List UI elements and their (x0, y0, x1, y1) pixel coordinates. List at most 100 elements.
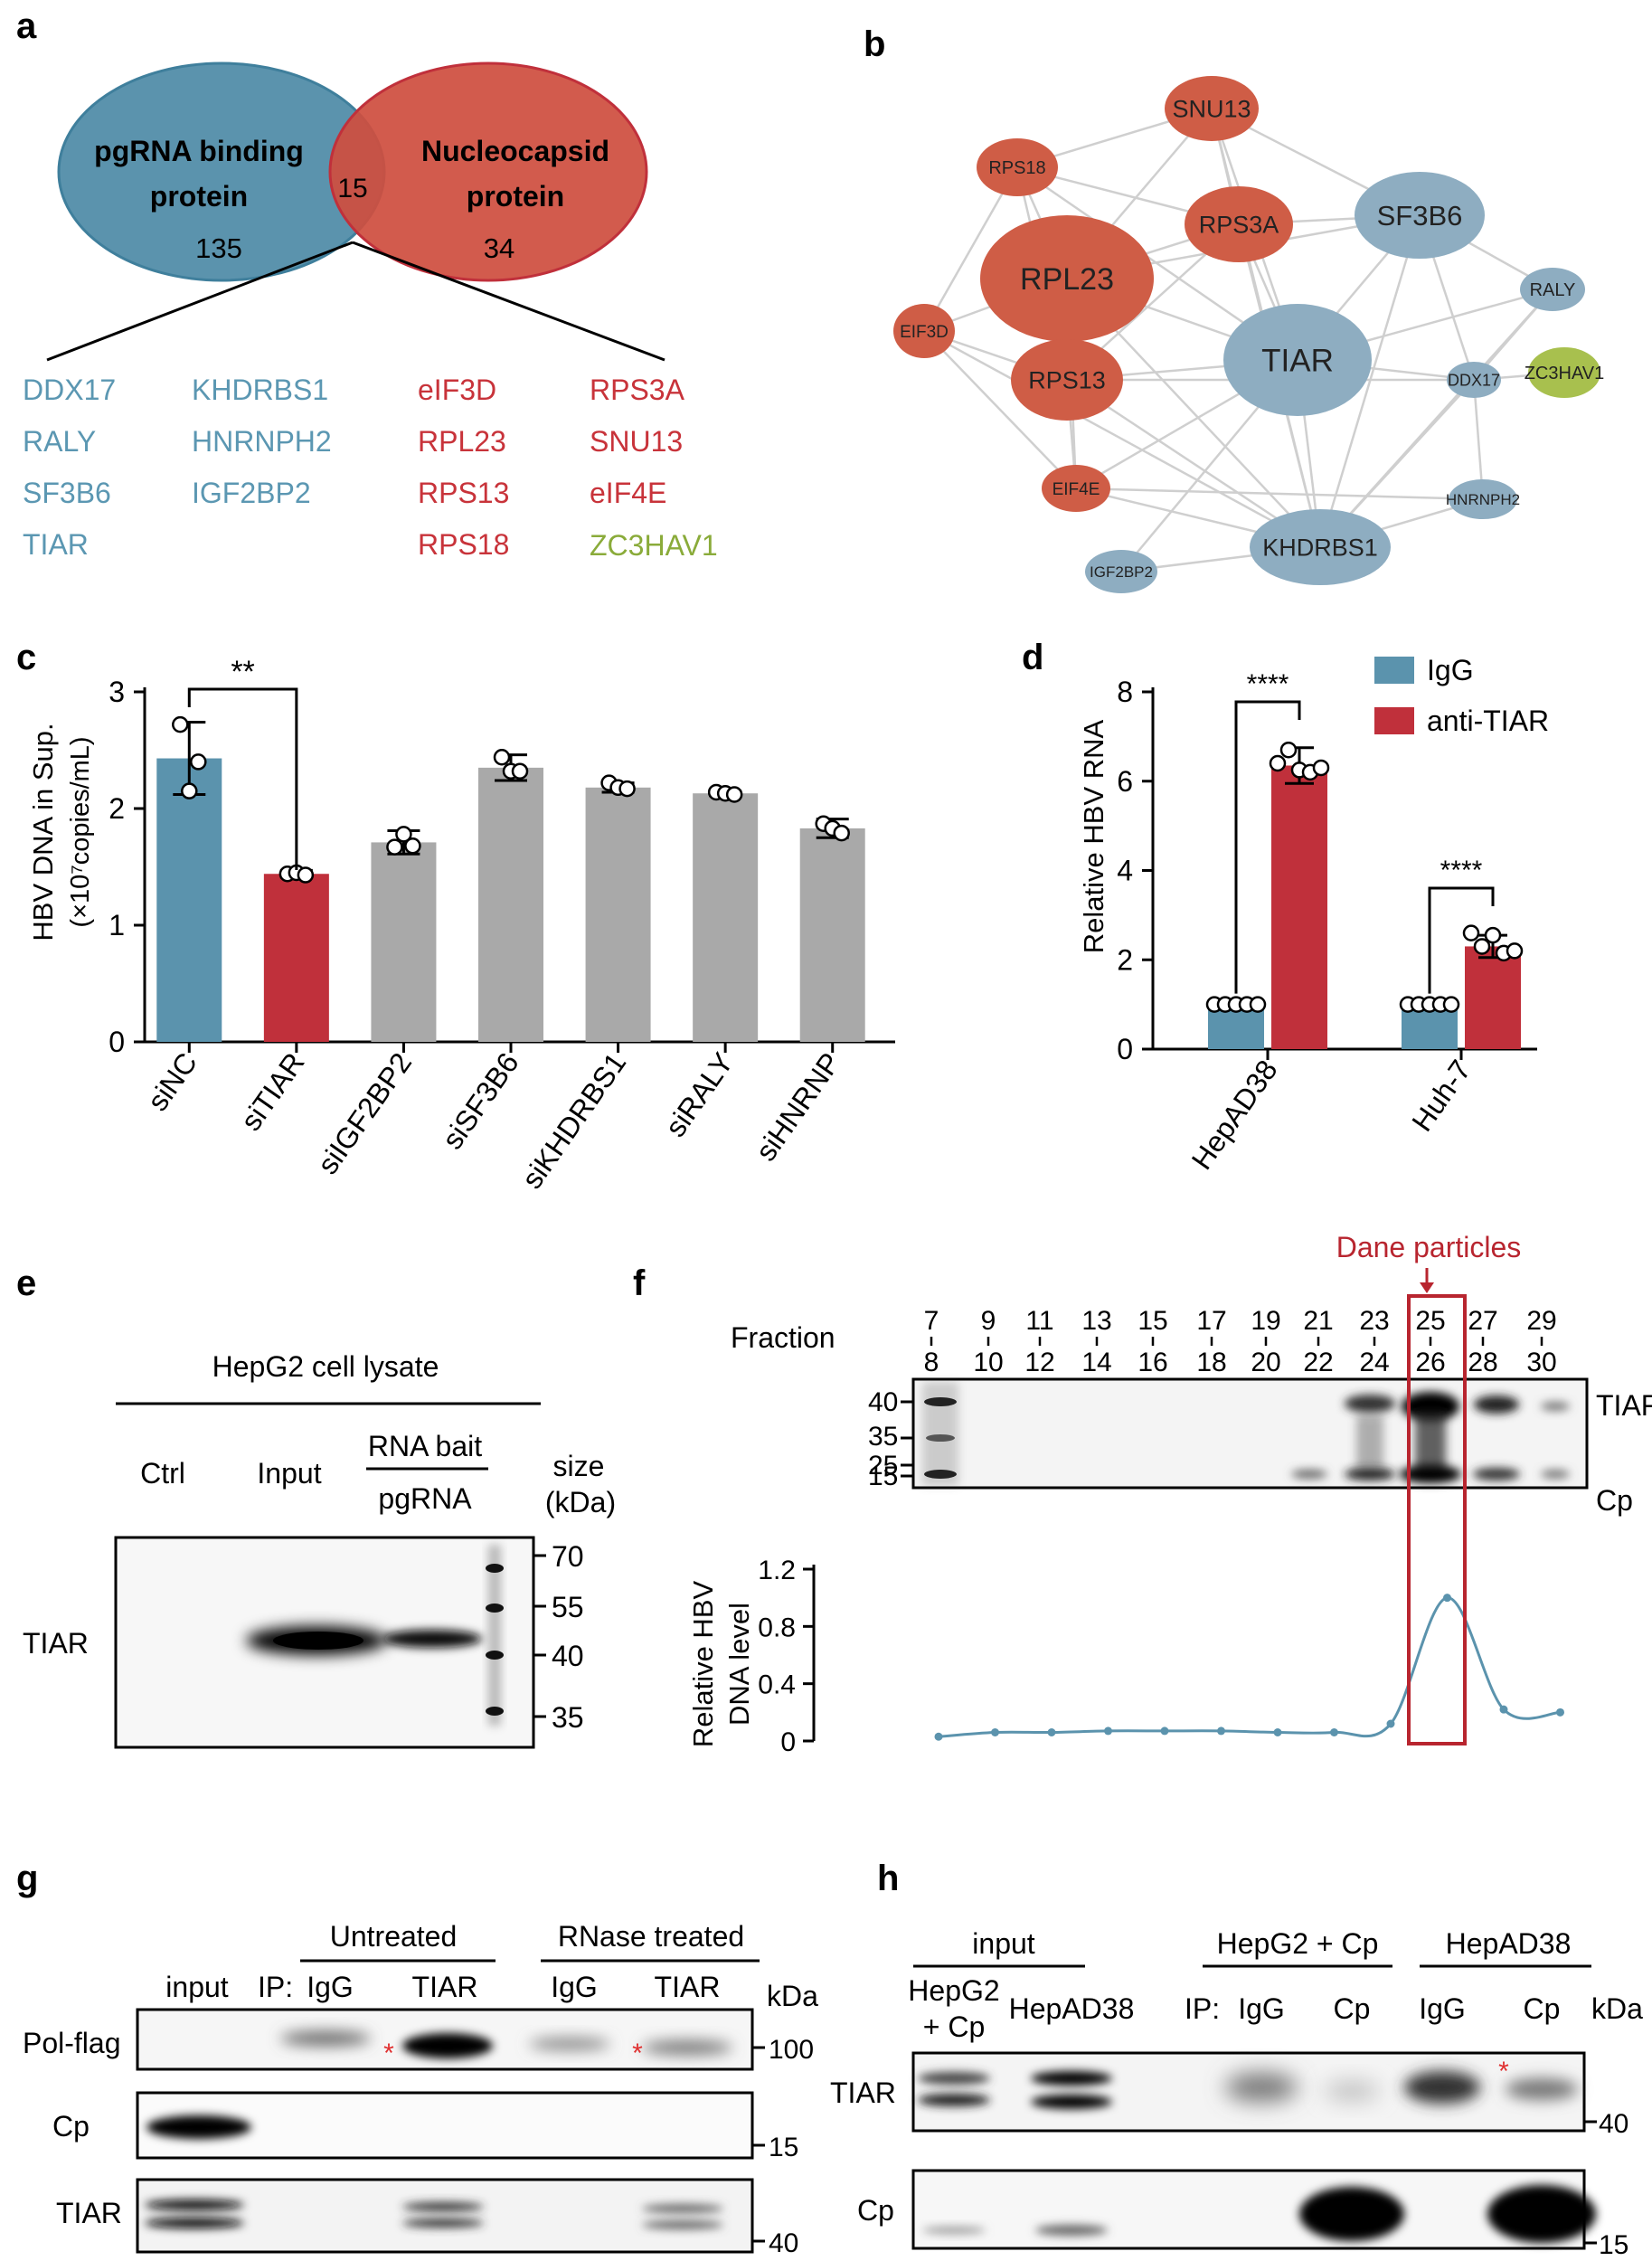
dane-highlight-box (1407, 1294, 1467, 1745)
panel-f-markers: 40 35 25 15 (868, 1387, 913, 1491)
d-x-tick-label: HepAD38 (1185, 1054, 1284, 1175)
fraction-top: 23 (1359, 1306, 1389, 1336)
c-bar (263, 874, 329, 1042)
network-node (893, 304, 955, 358)
panel-f-bands (922, 1382, 1570, 1486)
g-marker-40: 40 (769, 2228, 798, 2258)
fraction-top: 17 (1196, 1306, 1226, 1336)
f-y-tick-label: 1.2 (758, 1556, 796, 1585)
f-point (1443, 1594, 1451, 1603)
f-marker-25: 25 (868, 1451, 898, 1481)
c-point (404, 837, 421, 855)
f-point (1047, 1728, 1056, 1736)
venn-list-item: RPS18 (418, 528, 509, 561)
d-point (1279, 741, 1298, 759)
h-blot-cp (911, 2169, 1586, 2250)
ladder-55 (486, 1604, 504, 1613)
network-edge (922, 166, 1019, 332)
h-tiar-hepad38-upper (1031, 2071, 1112, 2086)
d-y-tick-label: 0 (1117, 1033, 1133, 1065)
h-lane-cp-1: Cp (1334, 1992, 1371, 2025)
f-marker-40: 40 (868, 1387, 898, 1417)
network-node (1250, 509, 1391, 585)
kda-label: (kDa) (545, 1486, 616, 1518)
d-point (1312, 759, 1330, 777)
h-cp-hepg2 (922, 2227, 986, 2234)
lane-pgrna: pgRNA (378, 1482, 472, 1515)
fraction-bottom: 24 (1359, 1348, 1389, 1377)
panel-f-line-plot: 0 0.4 0.8 1.2 (758, 1556, 1564, 1757)
d-sig-bracket (1234, 700, 1301, 994)
g-polflag-tiar2 (642, 2040, 732, 2055)
panel-letter-g: g (16, 1859, 38, 1898)
h-marker-40: 40 (1599, 2109, 1628, 2139)
f-point (1499, 1705, 1508, 1714)
c-point (395, 826, 412, 843)
d-point (1442, 996, 1460, 1013)
g-polflag-igg (280, 2031, 371, 2046)
fraction-bottom: 10 (973, 1348, 1003, 1377)
h-tiar-igg2 (1404, 2071, 1480, 2104)
f-band-cp-25 (1400, 1465, 1461, 1483)
fraction-top: 13 (1081, 1306, 1111, 1336)
panel-a-venn: pgRNA binding protein 135 Nucleocapsid p… (23, 61, 718, 562)
f-y-tick-label: 0.4 (758, 1670, 796, 1700)
network-node-label: SF3B6 (1377, 200, 1463, 232)
g-tiar-input-upper (145, 2200, 244, 2210)
g-marker-15: 15 (769, 2133, 798, 2162)
panel-letter-c: c (16, 638, 36, 677)
c-point (833, 824, 850, 842)
d-sig-bracket (1428, 886, 1495, 994)
f-marker-15: 15 (868, 1462, 898, 1491)
d-point (1249, 996, 1267, 1013)
fraction-bottom: 12 (1024, 1348, 1054, 1377)
h-row-tiar: TIAR (830, 2077, 896, 2109)
h-lane-igg-1: IgG (1238, 1992, 1285, 2025)
h-hepg2cp: HepG2 + Cp (1217, 1927, 1379, 1960)
network-node (1223, 304, 1372, 416)
c-bar (693, 793, 759, 1042)
f-band-cp-21 (1291, 1470, 1327, 1479)
panel-letter-h: h (877, 1859, 899, 1898)
venn-right-label-1: Nucleocapsid (421, 135, 609, 167)
network-edge (1318, 214, 1421, 548)
g-tiar-tiar2-lower (642, 2220, 723, 2229)
f-point (1217, 1726, 1225, 1736)
network-node (1185, 186, 1293, 262)
marker-55: 55 (552, 1591, 584, 1623)
network-node-label: EIF4E (1053, 480, 1100, 499)
f-point (1330, 1728, 1338, 1736)
fraction-bottom: 16 (1138, 1348, 1167, 1377)
venn-list-item: IGF2BP2 (192, 477, 311, 509)
ladder-70 (486, 1564, 504, 1573)
g-row-tiar: TIAR (56, 2197, 122, 2229)
f-point (1160, 1726, 1169, 1736)
c-x-tick-label: siNC (141, 1046, 203, 1116)
h-asterisk: * (1498, 2057, 1509, 2086)
c-point (618, 780, 636, 798)
h-marker-15: 15 (1599, 2230, 1628, 2260)
f-smear-25 (1415, 1411, 1446, 1474)
g-lane-igg-1: IgG (307, 1971, 354, 2003)
f-band-cp-29 (1541, 1470, 1570, 1479)
dane-label: Dane particles (1336, 1231, 1522, 1263)
d-legend-swatch (1374, 657, 1414, 684)
fraction-top: 9 (981, 1306, 996, 1336)
network-node-label: TIAR (1261, 344, 1334, 379)
marker-70: 70 (552, 1540, 584, 1573)
c-bar (156, 758, 222, 1042)
panel-f-ylabel-1: Relative HBV (687, 1581, 719, 1748)
network-node-label: HNRNPH2 (1446, 491, 1520, 508)
d-point (1473, 938, 1491, 955)
f-y-tick-label: 0.8 (758, 1613, 796, 1642)
ladder-smear (488, 1545, 501, 1726)
network-edge (923, 329, 1321, 549)
h-cp-cp1 (1299, 2187, 1404, 2241)
g-asterisk-2: * (632, 2039, 643, 2068)
h-lane-cp-2: Cp (1524, 1992, 1561, 2025)
g-tiar-input-lower (145, 2218, 244, 2228)
g-polflag-tiar (402, 2033, 493, 2058)
panel-c-ylabel-1: HBV DNA in Sup. (27, 723, 59, 941)
panel-c-chart: HBV DNA in Sup. (×10⁷copies/mL) 0 1 2 3 siNC… (27, 655, 895, 1195)
f-smear-23 (1356, 1415, 1383, 1470)
